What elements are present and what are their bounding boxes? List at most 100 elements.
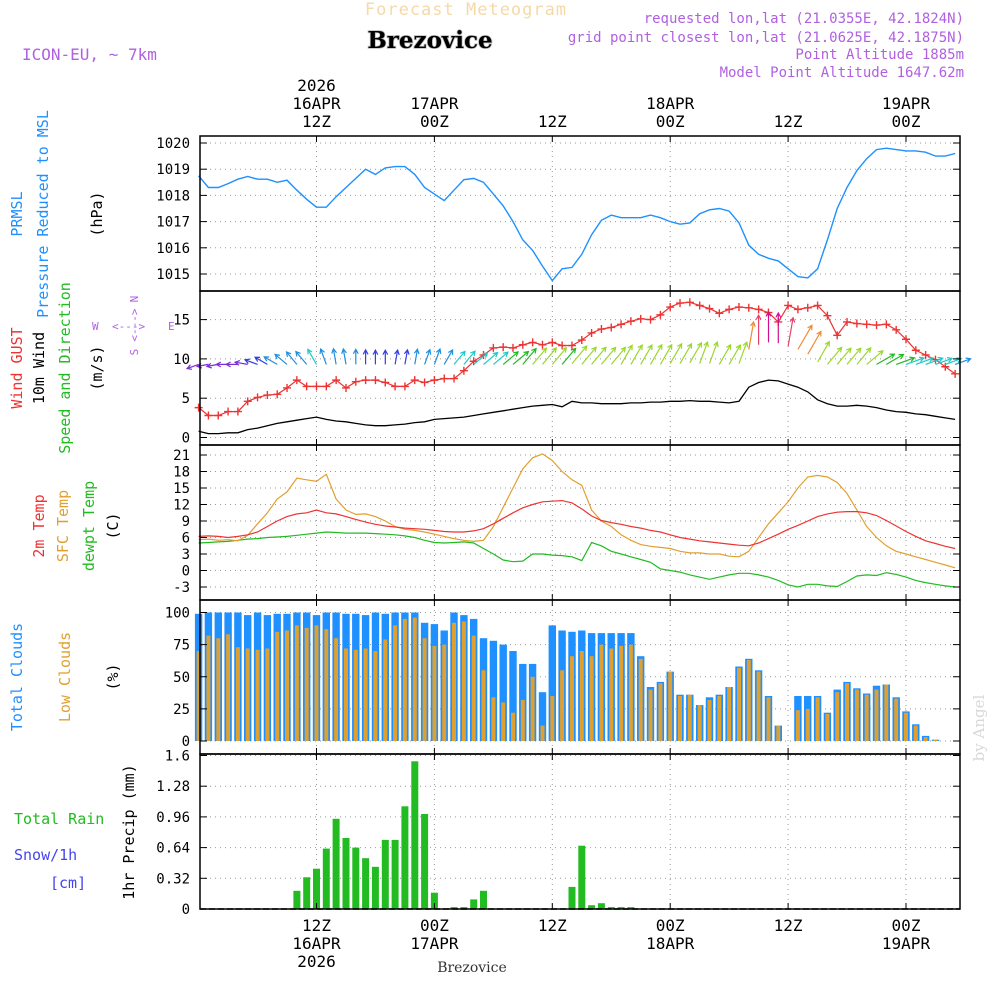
low-cloud-bar	[334, 638, 339, 741]
gust-marker	[430, 376, 439, 385]
low-cloud-bar	[707, 699, 712, 741]
low-cloud-bar	[550, 696, 555, 741]
time-label-top: 18APR	[646, 94, 695, 113]
low-cloud-bar	[412, 617, 417, 741]
wind-direction-arrow	[532, 347, 548, 365]
rain-bar	[597, 903, 605, 909]
wind-direction-arrow	[522, 347, 537, 365]
low-cloud-bar	[894, 698, 899, 741]
point-altitude: Point Altitude 1885m	[795, 47, 964, 63]
total-cloud-bar	[548, 625, 556, 741]
gust-marker	[528, 338, 537, 347]
total-rain-label: Total Rain	[14, 810, 104, 828]
y-tick-label: 1.28	[156, 779, 190, 795]
time-label-top: 12Z	[302, 112, 331, 131]
model-altitude: Model Point Altitude 1647.62m	[720, 65, 964, 81]
gust-marker	[400, 382, 409, 391]
low-cloud-bar	[599, 644, 604, 741]
gust-marker	[332, 376, 341, 385]
gust-marker	[725, 305, 734, 314]
wind-direction-arrow	[659, 343, 673, 365]
gust-marker	[558, 341, 567, 350]
wind-direction-arrow	[473, 352, 489, 365]
wind-direction-arrow	[748, 320, 756, 350]
low-cloud-bar	[461, 621, 466, 741]
wind-direction-arrow	[382, 348, 389, 365]
low-cloud-bar	[609, 648, 614, 741]
y-tick-label: -3	[173, 580, 190, 596]
temperature-unit: (C)	[104, 512, 122, 539]
gust-marker	[312, 382, 321, 391]
y-tick-label: 9	[182, 514, 190, 530]
compass-south: S	[128, 349, 141, 356]
wind-direction-arrow	[493, 351, 509, 365]
low-cloud-bar	[452, 622, 456, 741]
low-cloud-bar	[795, 710, 800, 741]
gust-marker	[597, 325, 606, 334]
gust-marker	[646, 315, 655, 324]
gust-marker	[243, 397, 252, 406]
y-tick-label: 0.32	[156, 871, 190, 887]
time-label-top: 12Z	[774, 112, 803, 131]
time-label-top: 17APR	[410, 94, 459, 113]
wind-direction-arrow	[620, 344, 633, 365]
low-cloud-bar	[471, 635, 476, 741]
gust-marker	[410, 376, 419, 385]
low-cloud-bar	[638, 658, 643, 741]
wind-direction-arrow	[679, 342, 693, 364]
low-cloud-bar	[746, 660, 751, 741]
location-title: Brezovice	[367, 27, 492, 54]
wind-direction-arrow	[352, 348, 359, 365]
low-clouds-label: Low Clouds	[56, 632, 74, 722]
low-cloud-bar	[353, 649, 358, 741]
series-line-dewpt-temp	[198, 531, 956, 588]
low-cloud-bar	[805, 708, 810, 741]
gust-marker	[361, 376, 370, 385]
y-tick-label: 75	[173, 638, 190, 654]
wind-direction-arrow	[424, 348, 432, 365]
wind-unit: (m/s)	[88, 345, 106, 390]
series-line-2m-temp	[198, 499, 956, 550]
wind-direction-arrow	[243, 358, 258, 365]
y-tick-label: 0.96	[156, 810, 190, 826]
wind-direction-arrow	[394, 348, 400, 365]
low-cloud-bar	[226, 634, 231, 741]
rain-bar	[332, 818, 340, 909]
y-tick-label: 0	[182, 734, 190, 750]
credit-watermark: by Angel	[970, 694, 988, 761]
rain-bar	[401, 806, 409, 909]
y-tick-label: 1020	[156, 136, 190, 152]
rain-bar	[617, 907, 625, 909]
time-label-top: 12Z	[538, 112, 567, 131]
low-cloud-bar	[432, 645, 437, 741]
axis-layer: 101510161017101810191020051015-303691215…	[156, 136, 960, 918]
time-label-bottom: 2026	[297, 952, 336, 971]
gust-marker	[341, 383, 350, 392]
gust-marker	[744, 303, 753, 312]
low-cloud-bar	[344, 648, 348, 741]
low-cloud-bar	[678, 696, 682, 741]
rain-bar	[450, 907, 458, 909]
rain-bar	[411, 761, 419, 909]
low-cloud-bar	[619, 645, 624, 741]
low-cloud-bar	[717, 696, 722, 741]
y-tick-label: 0.64	[156, 841, 190, 857]
data-layer	[185, 147, 972, 910]
gust-marker	[292, 376, 301, 385]
wind-direction-arrow	[787, 316, 796, 347]
gust-marker	[499, 343, 508, 352]
wind-direction-arrow	[925, 356, 944, 365]
gust-marker	[882, 320, 891, 329]
rain-bar	[371, 866, 379, 909]
gust-marker	[921, 350, 930, 359]
rain-bar	[578, 845, 586, 909]
low-cloud-bar	[628, 644, 633, 741]
wind-direction-arrow	[836, 347, 852, 365]
rain-bar	[430, 892, 438, 909]
prmsl-label: PRMSL	[8, 191, 26, 236]
gust-marker	[351, 377, 360, 386]
low-cloud-bar	[884, 684, 889, 741]
wind-direction-arrow	[331, 347, 337, 365]
gust-marker	[538, 340, 547, 349]
low-cloud-bar	[589, 656, 594, 741]
